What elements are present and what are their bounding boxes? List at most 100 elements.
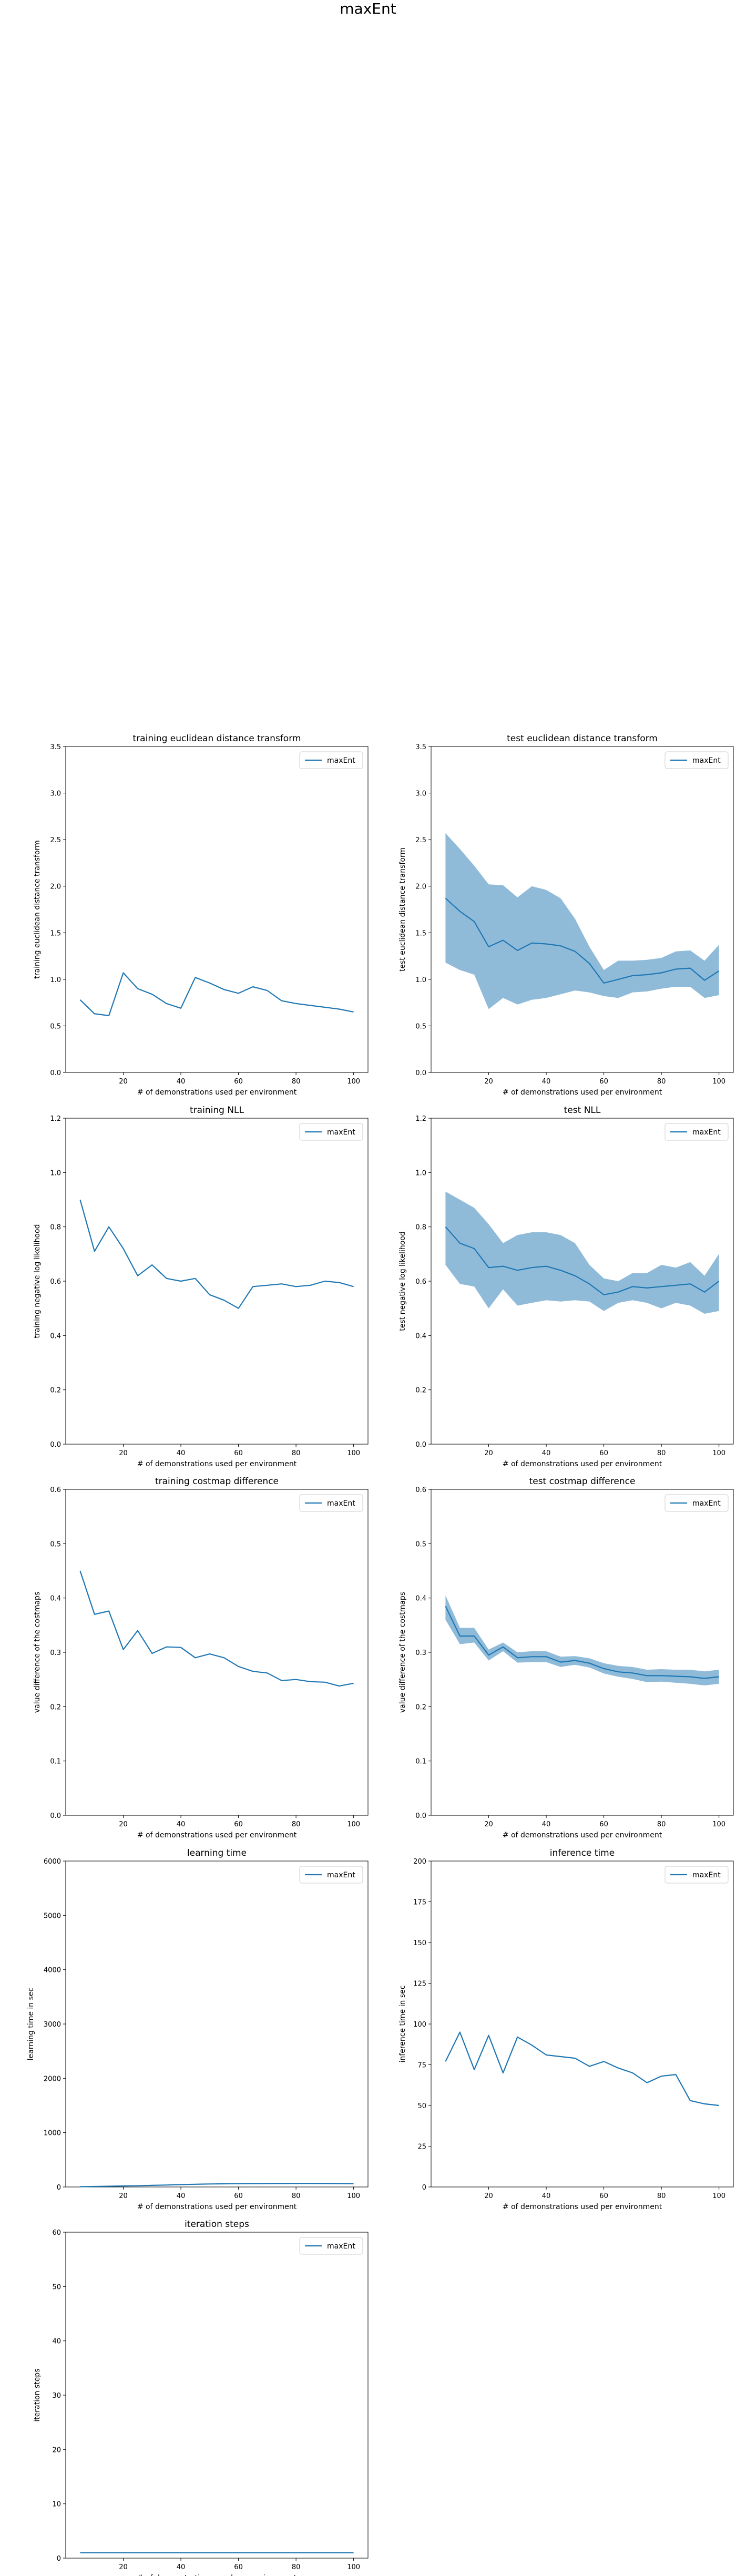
chart-panel-4: test NLL 0.0 0.2 0.4 0.6 0.8 1.0 1.2 20 40 60 80 100… (398, 1105, 734, 1468)
y-tick-label: 1.2 (50, 1115, 61, 1123)
y-tick-label: 60 (52, 2229, 61, 2237)
x-tick-label: 100 (712, 2192, 725, 2200)
x-tick-label: 40 (177, 2192, 186, 2200)
x-tick-label: 60 (234, 1821, 243, 1828)
legend: maxEnt (665, 1866, 729, 1884)
y-tick-label: 1.0 (415, 976, 426, 984)
y-axis-label: learning time in sec (27, 1988, 35, 2060)
y-axis-label: iteration steps (33, 2368, 42, 2421)
x-tick-label: 100 (347, 1449, 360, 1457)
x-tick-label: 100 (712, 1449, 725, 1457)
x-tick-label: 100 (347, 2563, 360, 2571)
y-tick-label: 0.0 (415, 1441, 426, 1449)
legend-label: maxEnt (327, 1871, 355, 1879)
y-tick-label: 0.6 (50, 1278, 61, 1286)
y-tick-label: 3.0 (50, 790, 61, 798)
x-tick-label: 80 (292, 2192, 301, 2200)
y-tick-label: 0.1 (415, 1758, 426, 1766)
x-axis-label: # of demonstrations used per environment (137, 2203, 297, 2211)
chart-panel-3: training NLL 0.0 0.2 0.4 0.6 0.8 1.0 1.2 20 40 60 8… (33, 1105, 369, 1468)
x-tick-label: 20 (119, 1449, 128, 1457)
x-tick-label: 100 (347, 2192, 360, 2200)
x-tick-label: 80 (657, 1449, 666, 1457)
y-tick-label: 0.1 (50, 1758, 61, 1766)
confidence-band (445, 833, 719, 1009)
chart-title: learning time (187, 1848, 247, 1858)
chart-title: training costmap difference (155, 1476, 279, 1487)
chart-panel-1: training euclidean distance transform 0.0… (33, 733, 369, 1097)
y-tick-label: 1.0 (415, 1169, 426, 1177)
x-tick-label: 100 (347, 1078, 360, 1086)
y-tick-label: 40 (52, 2338, 61, 2346)
x-tick-label: 20 (484, 1449, 493, 1457)
y-tick-label: 1.5 (50, 929, 61, 937)
legend: maxEnt (299, 1866, 363, 1884)
chart-panel-9: iteration steps 0 10 20 30 40 50 60 20 40 60 80 100 #… (33, 2219, 369, 2576)
y-tick-label: 125 (413, 1980, 426, 1988)
y-tick-label: 3.0 (415, 790, 426, 798)
legend-box (299, 751, 363, 769)
y-tick-label: 25 (417, 2143, 426, 2151)
series-line-maxEnt (79, 972, 354, 1017)
y-tick-label: 0.8 (415, 1224, 426, 1232)
y-tick-label: 0.4 (415, 1595, 426, 1603)
y-tick-label: 50 (417, 2102, 426, 2110)
y-tick-label: 150 (413, 1939, 426, 1947)
chart-panel-7: learning time 0 1000 2000 3000 4000 5000 6000 20… (27, 1848, 369, 2211)
x-tick-label: 60 (599, 1449, 608, 1457)
y-tick-label: 0.2 (50, 1703, 61, 1711)
legend-label: maxEnt (327, 2242, 355, 2251)
y-tick-label: 2.0 (50, 883, 61, 891)
x-tick-label: 40 (177, 1078, 186, 1086)
x-tick-label: 40 (542, 1821, 551, 1828)
y-tick-label: 3.5 (415, 743, 426, 751)
x-tick-label: 60 (599, 2192, 608, 2200)
x-tick-label: 80 (292, 2563, 301, 2571)
x-tick-label: 40 (177, 1821, 186, 1828)
y-tick-label: 3000 (44, 2021, 61, 2029)
y-axis-label: test negative log likelihood (398, 1231, 407, 1331)
y-tick-label: 0.4 (50, 1332, 61, 1340)
y-tick-label: 0.0 (415, 1812, 426, 1820)
legend-box (299, 2237, 363, 2255)
x-tick-label: 20 (119, 2192, 128, 2200)
y-tick-label: 20 (52, 2446, 61, 2454)
confidence-band (445, 1191, 719, 1314)
y-tick-label: 0 (57, 2555, 61, 2563)
x-axis-label: # of demonstrations used per environment (137, 2574, 297, 2576)
y-tick-label: 2.5 (50, 836, 61, 844)
x-axis-label: # of demonstrations used per environment (503, 1088, 662, 1097)
y-tick-label: 1000 (44, 2130, 61, 2138)
x-tick-label: 20 (119, 1078, 128, 1086)
y-tick-label: 0.2 (415, 1703, 426, 1711)
x-tick-label: 80 (657, 1078, 666, 1086)
chart-title: training euclidean distance transform (133, 733, 301, 744)
y-tick-label: 0.0 (50, 1441, 61, 1449)
x-tick-label: 20 (484, 1078, 493, 1086)
plot-area (65, 2232, 369, 2559)
y-tick-label: 100 (413, 2021, 426, 2029)
y-tick-label: 0.0 (50, 1069, 61, 1077)
x-axis-label: # of demonstrations used per environment (503, 2203, 662, 2211)
legend-box (665, 1866, 729, 1884)
y-tick-label: 0 (422, 2184, 426, 2192)
y-tick-label: 0.2 (415, 1387, 426, 1395)
y-tick-label: 0.5 (415, 1023, 426, 1030)
chart-title: training NLL (190, 1105, 244, 1116)
plot-area (65, 1861, 369, 2187)
plot-area (431, 1489, 734, 1816)
legend-label: maxEnt (327, 1128, 355, 1137)
x-axis-label: # of demonstrations used per environment (503, 1460, 662, 1468)
plot-area (65, 746, 369, 1073)
y-tick-label: 3.5 (50, 743, 61, 751)
y-tick-label: 0.5 (50, 1023, 61, 1030)
series-line-maxEnt (79, 1570, 354, 1687)
legend-label: maxEnt (327, 1499, 355, 1508)
x-tick-label: 80 (657, 2192, 666, 2200)
x-tick-label: 20 (119, 1821, 128, 1828)
x-tick-label: 60 (234, 2563, 243, 2571)
y-tick-label: 0.8 (50, 1224, 61, 1232)
x-tick-label: 60 (234, 1078, 243, 1086)
y-tick-label: 30 (52, 2392, 61, 2400)
y-tick-label: 0.5 (415, 1540, 426, 1548)
